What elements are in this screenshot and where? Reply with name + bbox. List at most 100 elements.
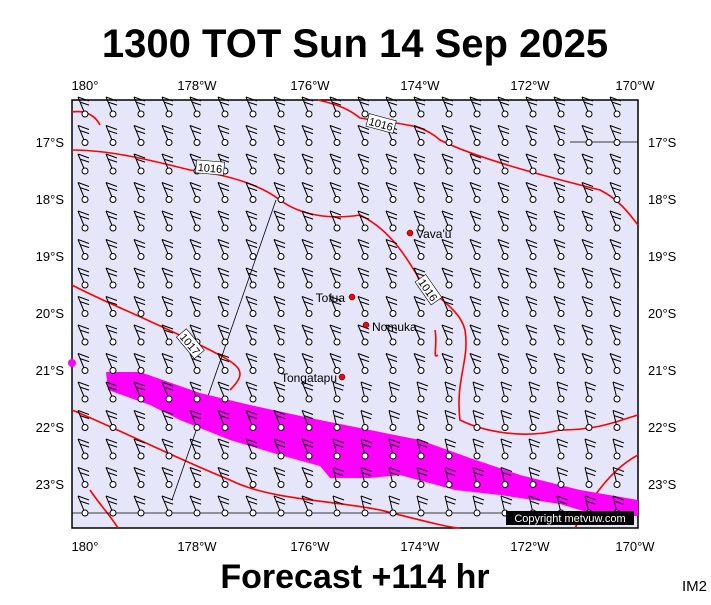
barb-station xyxy=(389,395,397,403)
barb-station xyxy=(81,481,89,488)
precipitation-area xyxy=(68,359,76,367)
barb-feather xyxy=(525,125,538,130)
wind-barb xyxy=(161,410,174,431)
lat-label: 20°S xyxy=(36,306,65,321)
barb-feather xyxy=(413,210,426,216)
wind-barb xyxy=(217,239,230,260)
wind-barb xyxy=(245,495,258,517)
barb-feather xyxy=(105,410,118,415)
barb-station xyxy=(305,281,313,289)
barb-feather xyxy=(273,239,286,244)
barb-station xyxy=(501,424,509,431)
barb-feather xyxy=(219,130,230,135)
copyright-box xyxy=(506,511,634,525)
wind-barb xyxy=(273,153,286,175)
barb-station xyxy=(613,167,621,175)
barb-feather xyxy=(388,438,401,444)
barb-feather xyxy=(275,386,286,391)
barb-feather xyxy=(331,329,342,334)
barb-station xyxy=(361,395,369,403)
barb-feather xyxy=(388,467,401,472)
barb-feather xyxy=(472,495,485,501)
wind-barb xyxy=(329,353,342,374)
barb-feather xyxy=(217,353,230,358)
barb-feather xyxy=(502,386,512,391)
barb-feather xyxy=(553,153,566,159)
barb-station xyxy=(249,253,257,260)
barb-feather xyxy=(611,358,622,363)
barb-feather xyxy=(556,381,569,387)
wind-barb xyxy=(556,410,569,431)
wind-barb xyxy=(105,153,118,175)
barb-feather xyxy=(446,500,456,505)
wind-barb xyxy=(413,96,426,118)
barb-feather xyxy=(191,472,202,477)
wind-barb xyxy=(584,467,597,488)
wind-barb xyxy=(301,467,314,488)
barb-station xyxy=(277,110,285,118)
wind-barb xyxy=(388,438,401,460)
barb-feather xyxy=(77,210,90,216)
barb-feather xyxy=(500,410,513,415)
wind-barb xyxy=(133,239,146,260)
wind-barb xyxy=(357,125,370,146)
barb-feather xyxy=(609,210,622,216)
lon-label: 174°W xyxy=(400,78,440,93)
wind-barb xyxy=(189,239,202,260)
barb-station xyxy=(165,167,173,175)
barb-feather xyxy=(359,158,370,163)
barb-feather xyxy=(191,443,202,448)
barb-feather xyxy=(79,158,90,163)
barb-feather xyxy=(275,301,286,306)
wind-barb xyxy=(77,153,90,175)
barb-feather xyxy=(584,467,597,472)
barb-feather xyxy=(219,443,230,448)
barb-feather xyxy=(105,125,118,130)
barb-feather xyxy=(609,96,622,102)
wind-barb xyxy=(441,296,454,317)
barb-feather xyxy=(133,153,146,159)
wind-barb xyxy=(332,381,345,403)
barb-feather xyxy=(583,329,594,334)
barb-station xyxy=(389,110,397,118)
barb-feather xyxy=(331,244,342,249)
wind-barb xyxy=(525,296,538,317)
wind-barb xyxy=(497,267,510,289)
barb-feather xyxy=(163,329,174,334)
barb-feather xyxy=(359,187,370,192)
barb-feather xyxy=(189,267,202,273)
barb-station xyxy=(305,196,313,203)
barb-station xyxy=(585,338,593,346)
barb-feather xyxy=(609,239,622,244)
barb-feather xyxy=(415,272,426,277)
barb-station xyxy=(137,139,145,146)
barb-station xyxy=(501,196,509,203)
barb-feather xyxy=(245,182,258,187)
wind-barb xyxy=(609,239,622,260)
barb-station xyxy=(165,452,173,460)
barb-feather xyxy=(530,472,540,477)
barb-station xyxy=(165,196,173,203)
barb-station xyxy=(81,196,89,203)
barb-feather xyxy=(219,358,230,363)
wind-barb xyxy=(217,467,230,488)
barb-feather xyxy=(497,239,510,244)
barb-feather xyxy=(273,410,286,415)
place-name: Tongatapu xyxy=(281,371,337,385)
barb-feather xyxy=(471,101,482,106)
barb-feather xyxy=(135,443,146,448)
barb-feather xyxy=(217,381,230,387)
barb-feather xyxy=(609,153,622,159)
barb-feather xyxy=(469,353,482,358)
wind-barb xyxy=(469,267,482,289)
wind-barb xyxy=(133,467,146,488)
wind-barb xyxy=(581,210,594,232)
barb-feather xyxy=(273,267,286,273)
barb-station xyxy=(557,481,565,488)
barb-feather xyxy=(329,210,342,216)
barb-station xyxy=(557,281,565,289)
barb-station xyxy=(361,196,369,203)
barb-feather xyxy=(107,244,118,249)
barb-feather xyxy=(469,153,482,159)
wind-barb xyxy=(332,410,345,431)
